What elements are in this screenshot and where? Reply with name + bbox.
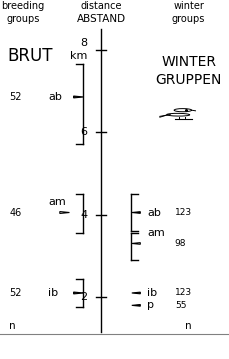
Text: 8: 8	[80, 38, 87, 48]
Text: 98: 98	[174, 239, 185, 248]
Polygon shape	[131, 212, 140, 213]
Text: ABSTAND: ABSTAND	[76, 14, 125, 24]
Text: ab: ab	[147, 208, 160, 218]
Text: n: n	[9, 321, 16, 331]
Text: p: p	[147, 300, 153, 311]
Text: am: am	[147, 228, 164, 238]
Text: ab: ab	[48, 92, 62, 102]
Text: distance: distance	[80, 1, 121, 11]
Text: 52: 52	[9, 92, 22, 102]
Text: 4: 4	[80, 210, 87, 220]
Polygon shape	[131, 243, 140, 244]
Text: winter: winter	[172, 1, 203, 11]
Text: 123: 123	[174, 289, 191, 298]
Text: 52: 52	[9, 288, 22, 298]
Text: 2: 2	[80, 292, 87, 302]
Text: groups: groups	[171, 14, 204, 24]
Text: 6: 6	[80, 127, 87, 137]
Text: WINTER: WINTER	[160, 55, 215, 69]
Text: am: am	[48, 197, 66, 207]
Text: 123: 123	[174, 208, 191, 217]
Polygon shape	[131, 292, 140, 294]
Text: BRUT: BRUT	[7, 47, 52, 65]
Text: 46: 46	[9, 208, 21, 218]
Text: ib: ib	[48, 288, 58, 298]
Text: breeding: breeding	[1, 1, 44, 11]
Text: n: n	[185, 321, 191, 331]
Polygon shape	[60, 211, 69, 214]
Polygon shape	[73, 292, 83, 294]
Text: 55: 55	[174, 301, 185, 310]
Text: GRUPPEN: GRUPPEN	[155, 74, 221, 88]
Polygon shape	[73, 96, 83, 98]
Text: km: km	[70, 51, 87, 61]
Text: ib: ib	[147, 288, 157, 298]
Text: groups: groups	[6, 14, 40, 24]
Polygon shape	[131, 304, 140, 306]
